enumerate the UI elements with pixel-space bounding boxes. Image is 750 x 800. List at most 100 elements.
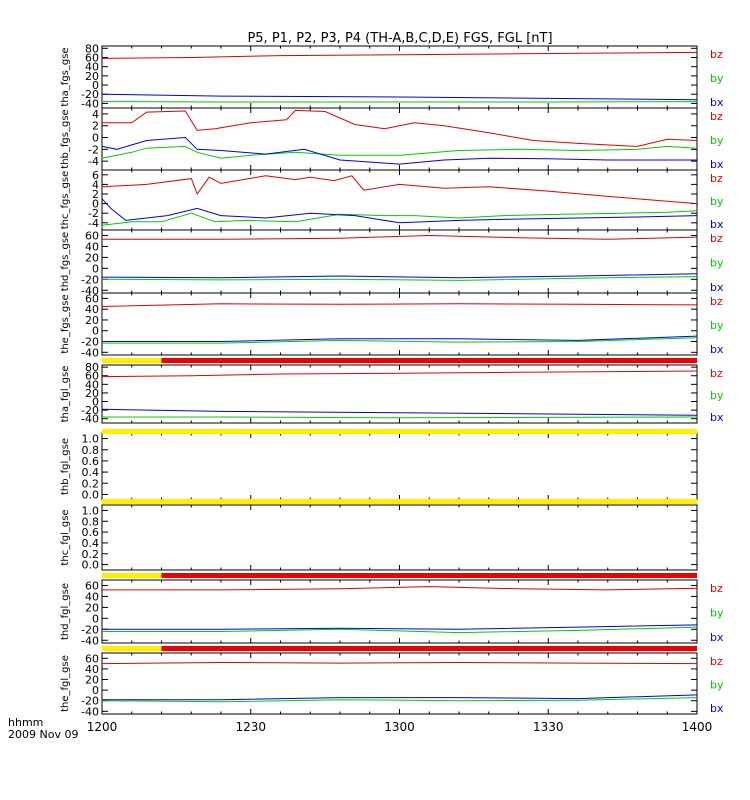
- y-tick-label: 20: [85, 251, 99, 264]
- x-tick-label: 1200: [87, 720, 118, 734]
- legend-bz: bz: [710, 295, 723, 308]
- series-bx: [101, 408, 698, 416]
- y-tick-label: 0.6: [82, 526, 100, 539]
- y-tick-label: -40: [81, 284, 99, 297]
- panel-frame: [101, 652, 698, 715]
- legend-bx: bx: [710, 411, 724, 424]
- series-by: [102, 416, 698, 419]
- y-axis-title: tha_fgs_gse: [60, 47, 71, 106]
- y-tick-label: -20: [81, 336, 99, 349]
- y-axis-title: the_fgs_gse: [60, 294, 71, 353]
- y-tick-label: 0.8: [82, 444, 100, 457]
- y-tick-label: 0.2: [82, 477, 100, 490]
- y-axis-title: tha_fgl_gse: [60, 366, 71, 423]
- legend-bx: bx: [710, 631, 724, 644]
- legend-bx: bx: [710, 96, 724, 109]
- y-tick-label: 0: [92, 262, 99, 275]
- series-bz: [102, 109, 698, 147]
- series-bx: [101, 136, 697, 165]
- y-tick-label: 20: [85, 674, 99, 687]
- series-bz: [102, 234, 698, 240]
- y-tick-label: 40: [85, 663, 99, 676]
- series-bx: [102, 694, 698, 701]
- y-tick-label: 0.0: [82, 488, 100, 501]
- y-tick-label: 20: [85, 70, 99, 83]
- panel-frame: [101, 107, 698, 171]
- panel-frame: [101, 432, 698, 501]
- y-tick-label: -20: [81, 88, 99, 101]
- series-bx: [101, 273, 698, 279]
- legend-bz: bz: [710, 367, 723, 380]
- series-bz: [101, 661, 698, 665]
- mode-bar-red: [161, 358, 697, 363]
- x-tick-label: 1330: [533, 720, 564, 734]
- y-tick-label: 0: [92, 132, 99, 145]
- mode-bar-yellow: [102, 358, 162, 363]
- mode-bar-yellow: [102, 573, 162, 578]
- y-tick-label: 60: [85, 370, 99, 383]
- series-bx: [101, 93, 698, 101]
- y-tick-label: -20: [81, 623, 99, 636]
- y-tick-label: 4: [92, 108, 99, 121]
- y-tick-label: 60: [85, 292, 99, 305]
- y-tick-label: 1.0: [82, 433, 100, 446]
- y-tick-label: 80: [85, 361, 99, 374]
- y-tick-label: -20: [81, 404, 99, 417]
- y-tick-label: -40: [81, 705, 99, 718]
- series-by: [102, 626, 698, 634]
- y-axis-title: the_fgl_gse: [60, 655, 71, 712]
- y-tick-label: 2: [92, 188, 99, 201]
- panel-thb_fgl_gse: 1.00.80.60.40.20.0 thb_fgl_gse: [60, 432, 698, 501]
- series-bx: [102, 335, 698, 342]
- date-label: 2009 Nov 09: [8, 728, 79, 741]
- legend-bz: bz: [710, 655, 723, 668]
- series-by: [101, 145, 698, 159]
- y-tick-label: 0.4: [82, 537, 100, 550]
- y-tick-label: -20: [81, 695, 99, 708]
- y-tick-label: -40: [81, 413, 99, 426]
- y-tick-label: 40: [85, 590, 99, 603]
- series-by: [101, 210, 698, 226]
- legend-by: by: [710, 607, 724, 620]
- y-tick-label: 40: [85, 378, 99, 391]
- y-tick-label: 0.8: [82, 515, 100, 528]
- series-by: [102, 337, 698, 344]
- x-tick-label: 1400: [682, 720, 713, 734]
- series-bx: [102, 624, 698, 630]
- y-axis-title: thd_fgl_gse: [60, 583, 71, 640]
- y-tick-label: 1.0: [82, 504, 100, 517]
- legend-bz: bz: [710, 172, 723, 185]
- mode-bar-red: [161, 646, 697, 651]
- y-axis-title: thd_fgs_gse: [60, 232, 71, 291]
- legend-bz: bz: [710, 48, 723, 61]
- y-tick-label: -40: [81, 634, 99, 647]
- y-tick-label: -20: [81, 273, 99, 286]
- y-tick-label: 4: [92, 178, 99, 191]
- y-tick-label: 0.0: [82, 559, 100, 572]
- y-tick-label: 60: [85, 579, 99, 592]
- y-tick-label: -2: [88, 143, 99, 156]
- y-axis-title: thb_fgl_gse: [60, 438, 71, 495]
- y-tick-label: 60: [85, 229, 99, 242]
- y-tick-label: -2: [88, 207, 99, 220]
- y-tick-label: 0.4: [82, 466, 100, 479]
- y-tick-label: -40: [81, 97, 99, 110]
- series-by: [101, 276, 698, 281]
- y-tick-label: 80: [85, 42, 99, 55]
- panel-thc_fgl_gse: 1.00.80.60.40.20.0 thc_fgl_gse: [60, 504, 698, 572]
- y-tick-label: 0: [92, 612, 99, 625]
- y-axis-title: thc_fgs_gse: [60, 171, 71, 230]
- mode-bar-yellow: [102, 646, 162, 651]
- legend-by: by: [710, 134, 724, 147]
- x-tick-label: 1300: [384, 720, 415, 734]
- y-axis-title: thb_fgs_gse: [60, 109, 71, 168]
- y-tick-label: 40: [85, 240, 99, 253]
- y-tick-label: 6: [92, 169, 99, 182]
- legend-by: by: [710, 389, 724, 402]
- y-tick-label: 40: [85, 61, 99, 74]
